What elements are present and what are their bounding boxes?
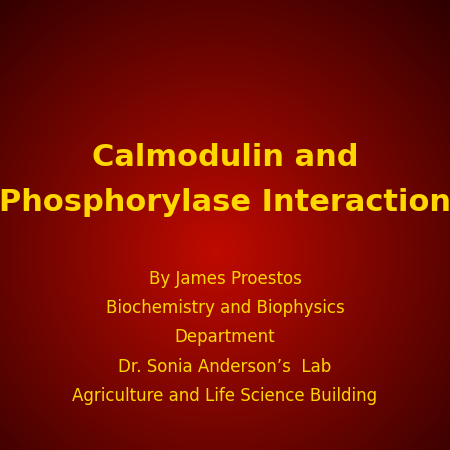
Text: Dr. Sonia Anderson’s  Lab: Dr. Sonia Anderson’s Lab <box>118 358 332 376</box>
Text: Calmodulin and: Calmodulin and <box>92 143 358 172</box>
Text: Agriculture and Life Science Building: Agriculture and Life Science Building <box>72 387 378 405</box>
Text: Biochemistry and Biophysics: Biochemistry and Biophysics <box>106 299 344 317</box>
Text: Phosphorylase Interaction: Phosphorylase Interaction <box>0 188 450 217</box>
Text: By James Proestos: By James Proestos <box>148 270 302 288</box>
Text: Department: Department <box>175 328 275 346</box>
